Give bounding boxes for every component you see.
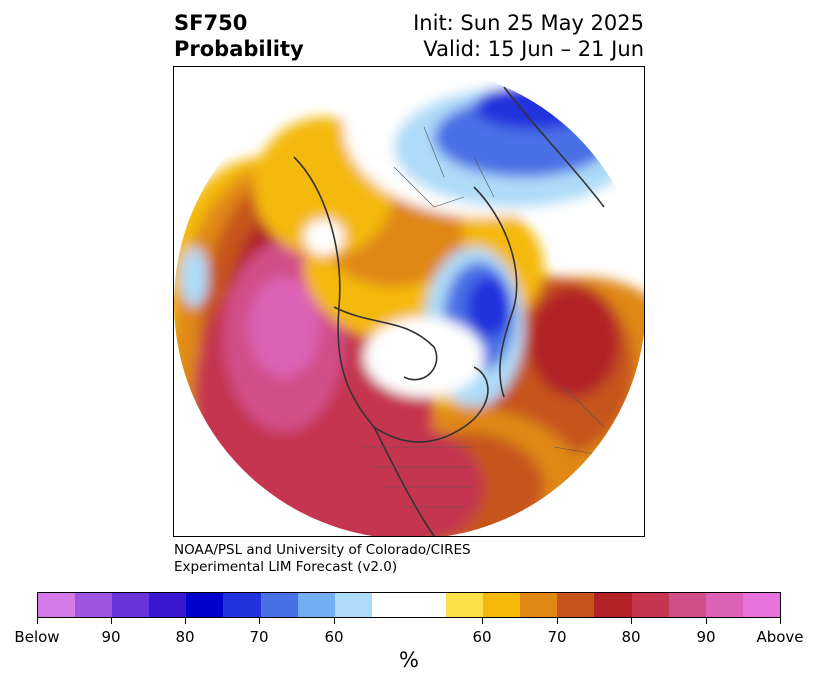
colorbar-swatch bbox=[260, 593, 298, 617]
colorbar-swatch bbox=[483, 593, 521, 617]
colorbar-swatch bbox=[334, 593, 372, 617]
colorbar-swatch bbox=[631, 593, 669, 617]
colorbar-tick-label: 90 bbox=[101, 628, 121, 646]
init-date: Init: Sun 25 May 2025 bbox=[413, 11, 644, 35]
colorbar-swatch bbox=[557, 593, 595, 617]
colorbar-tick bbox=[557, 618, 558, 624]
colorbar-swatch bbox=[594, 593, 632, 617]
colorbar-tick-label: Above bbox=[756, 628, 804, 646]
colorbar-tick bbox=[334, 618, 335, 624]
colorbar-tick-label: 70 bbox=[547, 628, 567, 646]
colorbar-tick-label: 90 bbox=[696, 628, 716, 646]
colorbar bbox=[37, 592, 781, 618]
colorbar-tick bbox=[631, 618, 632, 624]
colorbar-tick-label: 70 bbox=[249, 628, 269, 646]
colorbar-swatch bbox=[223, 593, 261, 617]
colorbar-tick bbox=[185, 618, 186, 624]
colorbar-tick-label: Below bbox=[14, 628, 60, 646]
colorbar-tick bbox=[482, 618, 483, 624]
probability-map bbox=[174, 67, 644, 536]
colorbar-swatch bbox=[75, 593, 113, 617]
colorbar-swatch bbox=[668, 593, 706, 617]
colorbar-tick-label: 60 bbox=[472, 628, 492, 646]
colorbar-tick-label: 80 bbox=[621, 628, 641, 646]
colorbar-swatch bbox=[186, 593, 224, 617]
colorbar-swatch bbox=[742, 593, 780, 617]
colorbar-tick bbox=[706, 618, 707, 624]
credit-text: NOAA/PSL and University of Colorado/CIRE… bbox=[174, 542, 471, 576]
colorbar-tick bbox=[37, 618, 38, 624]
coastlines bbox=[293, 86, 605, 536]
colorbar-tick-label: 60 bbox=[324, 628, 344, 646]
colorbar-swatch bbox=[705, 593, 743, 617]
colorbar-tick bbox=[111, 618, 112, 624]
colorbar-swatch bbox=[38, 593, 76, 617]
credit-line-1: NOAA/PSL and University of Colorado/CIRE… bbox=[174, 542, 471, 558]
colorbar-unit: % bbox=[399, 648, 419, 672]
quantity-label: Probability bbox=[174, 37, 304, 61]
map-title: SF750 Probability bbox=[174, 10, 304, 62]
colorbar-tick-label: 80 bbox=[175, 628, 195, 646]
colorbar-tick bbox=[259, 618, 260, 624]
colorbar-swatch bbox=[112, 593, 150, 617]
colorbar-swatch bbox=[520, 593, 558, 617]
map-panel bbox=[173, 66, 645, 537]
colorbar-swatch bbox=[446, 593, 484, 617]
colorbar-tick bbox=[780, 618, 781, 624]
colorbar-swatch bbox=[149, 593, 187, 617]
variable-label: SF750 bbox=[174, 11, 248, 35]
valid-dates: Valid: 15 Jun – 21 Jun bbox=[423, 37, 644, 61]
forecast-dates: Init: Sun 25 May 2025 Valid: 15 Jun – 21… bbox=[413, 10, 644, 62]
colorbar-swatch bbox=[371, 593, 447, 617]
colorbar-swatch bbox=[297, 593, 335, 617]
credit-line-2: Experimental LIM Forecast (v2.0) bbox=[174, 559, 398, 575]
